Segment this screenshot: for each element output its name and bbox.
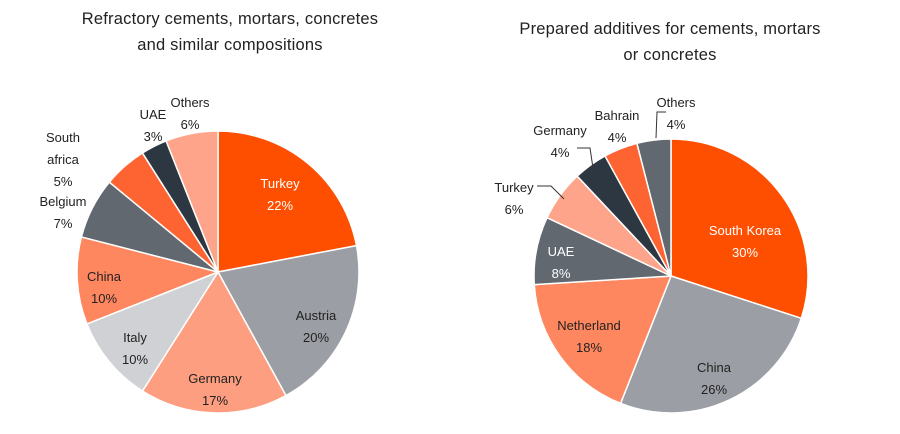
slice-value-others: 4%: [667, 117, 686, 132]
slice-label-germany: Germany: [188, 371, 242, 386]
slice-value-turkey: 6%: [505, 202, 524, 217]
slice-label-others: Others: [656, 95, 696, 110]
chart-title-additives: Prepared additives for cements, mortars …: [455, 16, 885, 68]
slice-value-italy: 10%: [122, 352, 148, 367]
pie-slice-turkey: [217, 130, 358, 273]
pie-slice-china: [76, 236, 221, 325]
slice-label-germany: Germany: [533, 123, 587, 138]
slice-label-south-korea: South Korea: [709, 223, 782, 238]
slice-value-uae: 3%: [144, 129, 163, 144]
slice-value-germany: 4%: [551, 145, 570, 160]
slice-value-germany: 17%: [202, 393, 228, 408]
title-line: Prepared additives for cements, mortars: [519, 20, 821, 38]
slice-label-china: China: [87, 269, 122, 284]
pie-slice-italy: [85, 270, 220, 393]
chart-title-refractory: Refractory cements, mortars, concretes a…: [20, 6, 440, 58]
slice-label-uae: UAE: [548, 244, 575, 259]
slice-label-uae: UAE: [140, 107, 167, 122]
slice-value-bahrain: 4%: [608, 130, 627, 145]
title-line: Refractory cements, mortars, concretes: [81, 10, 379, 28]
slice-value-china: 26%: [701, 382, 727, 397]
slice-value-china: 10%: [91, 291, 117, 306]
pie-slice-others: [165, 130, 219, 273]
slice-label-south-africa: africa: [47, 152, 80, 167]
slice-label-austria: Austria: [296, 308, 337, 323]
leader-line: [655, 111, 666, 139]
slice-value-turkey: 22%: [267, 198, 293, 213]
slice-label-netherland: Netherland: [557, 318, 621, 333]
slice-value-austria: 20%: [303, 330, 329, 345]
pie-slice-netherland: [533, 275, 673, 405]
slice-value-south-africa: 5%: [54, 174, 73, 189]
title-line: and similar compositions: [137, 36, 323, 54]
pie-slice-others: [636, 138, 672, 277]
slice-label-belgium: Belgium: [40, 194, 87, 209]
leader-line: [577, 147, 594, 169]
slice-label-italy: Italy: [123, 330, 147, 345]
slice-value-south-korea: 30%: [732, 245, 758, 260]
slice-value-others: 6%: [181, 117, 200, 132]
slice-value-belgium: 7%: [54, 216, 73, 231]
leader-line: [537, 185, 565, 200]
pie-slice-south-korea: [670, 138, 809, 320]
pie-chart-refractory: Turkey 22% Austria 20% Germany 17% Italy 10% Chi…: [40, 95, 360, 414]
slice-label-turkey: Turkey: [260, 176, 300, 191]
slice-label-south-africa: South: [46, 130, 80, 145]
slice-label-bahrain: Bahrain: [595, 108, 640, 123]
pie-chart-additives: South Korea 30% China 26% Netherland 18% UAE 8%…: [494, 95, 809, 414]
slice-label-others: Others: [170, 95, 210, 110]
pie-slice-germany: [141, 270, 287, 414]
slice-value-netherland: 18%: [576, 340, 602, 355]
title-line: or concretes: [623, 46, 717, 64]
pie-slice-china: [619, 275, 803, 414]
slice-label-china: China: [697, 360, 732, 375]
slice-value-uae: 8%: [552, 266, 571, 281]
slice-label-turkey: Turkey: [494, 180, 534, 195]
pie-slice-austria: [216, 244, 360, 397]
